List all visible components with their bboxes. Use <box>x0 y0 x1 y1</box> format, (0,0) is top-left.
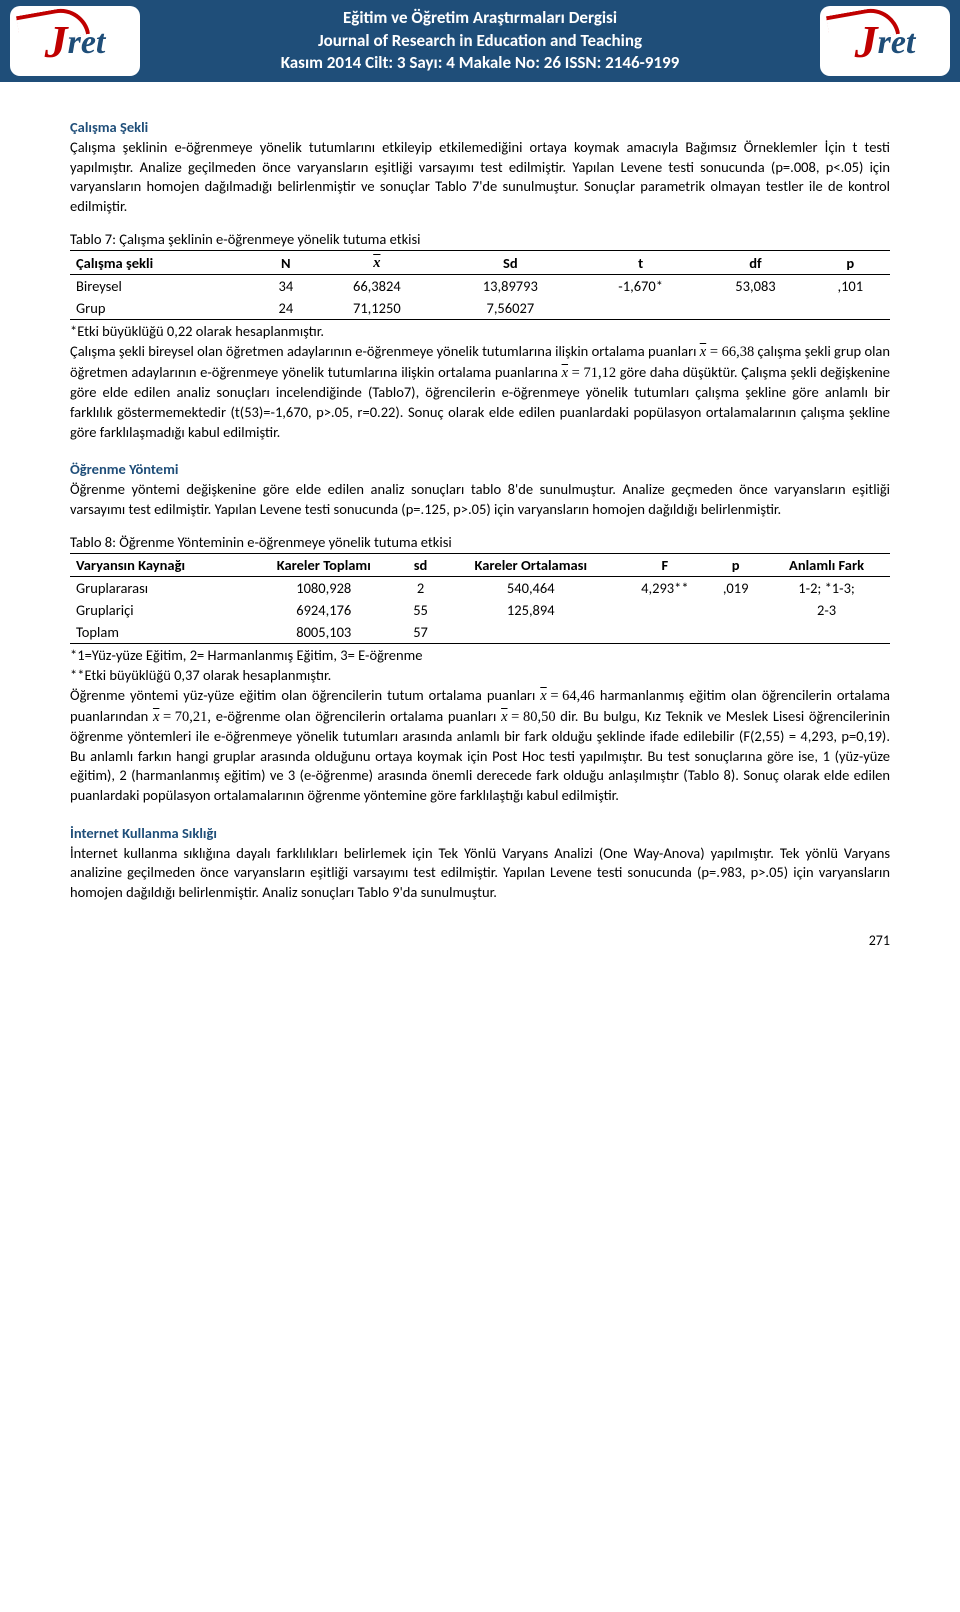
col-header: Kareler Ortalaması <box>440 554 622 577</box>
journal-header: Jret Eğitim ve Öğretim Araştırmaları Der… <box>0 0 960 82</box>
journal-logo-right: Jret <box>820 6 950 76</box>
journal-title-tr: Eğitim ve Öğretim Araştırmaları Dergisi <box>152 7 808 30</box>
paragraph: Öğrenme yöntemi yüz-yüze eğitim olan öğr… <box>70 686 890 805</box>
cell: 53,083 <box>700 275 810 298</box>
cell: 34 <box>258 275 314 298</box>
col-header: Sd <box>440 251 581 275</box>
table7-caption: Tablo 7: Çalışma şeklinin e-öğrenmeye yö… <box>70 230 890 248</box>
cell: ,101 <box>811 275 890 298</box>
section-heading-internet-kullanma: İnternet Kullanma Sıklığı <box>70 824 890 842</box>
col-header: x <box>314 251 440 275</box>
cell: 8005,103 <box>246 621 401 644</box>
col-header: df <box>700 251 810 275</box>
cell: 4,293** <box>622 577 709 600</box>
table7: Çalışma şekli N x Sd t df p Bireysel 34 … <box>70 250 890 320</box>
cell: 6924,176 <box>246 599 401 621</box>
table8-footnote-1: *1=Yüz-yüze Eğitim, 2= Harmanlanmış Eğit… <box>70 646 890 664</box>
cell: 13,89793 <box>440 275 581 298</box>
table-row: Gruplariçi 6924,176 55 125,894 2-3 <box>70 599 890 621</box>
col-header: t <box>581 251 700 275</box>
journal-title-block: Eğitim ve Öğretim Araştırmaları Dergisi … <box>152 7 808 76</box>
table-row: Toplam 8005,103 57 <box>70 621 890 644</box>
page-number: 271 <box>70 932 890 949</box>
paragraph: İnternet kullanma sıklığına dayalı farkl… <box>70 844 890 903</box>
cell <box>763 621 890 644</box>
col-header: Varyansın Kaynağı <box>70 554 246 577</box>
col-header: p <box>811 251 890 275</box>
equation: x = 71,12 <box>562 364 617 384</box>
table8: Varyansın Kaynağı Kareler Toplamı sd Kar… <box>70 553 890 644</box>
cell: 7,56027 <box>440 297 581 320</box>
cell: 2 <box>401 577 440 600</box>
cell <box>622 599 709 621</box>
cell: 1-2; *1-3; <box>763 577 890 600</box>
page-body: Çalışma Şekli Çalışma şeklinin e-öğrenme… <box>0 82 960 989</box>
cell <box>622 621 709 644</box>
equation: x = 80,50 <box>501 708 556 728</box>
equation: x = 64,46 <box>540 687 595 707</box>
text-run: Çalışma şekli bireysel olan öğretmen ada… <box>70 342 700 360</box>
table-row: Bireysel 34 66,3824 13,89793 -1,670* 53,… <box>70 275 890 298</box>
cell: -1,670* <box>581 275 700 298</box>
cell: Gruplariçi <box>70 599 246 621</box>
cell: 71,1250 <box>314 297 440 320</box>
col-header: sd <box>401 554 440 577</box>
cell: 1080,928 <box>246 577 401 600</box>
cell: Toplam <box>70 621 246 644</box>
cell: 125,894 <box>440 599 622 621</box>
table-header-row: Çalışma şekli N x Sd t df p <box>70 251 890 275</box>
cell <box>811 297 890 320</box>
section-heading-calisma-sekli: Çalışma Şekli <box>70 118 890 136</box>
journal-issue-line: Kasım 2014 Cilt: 3 Sayı: 4 Makale No: 26… <box>152 52 808 75</box>
table8-footnote-2: **Etki büyüklüğü 0,37 olarak hesaplanmış… <box>70 666 890 684</box>
cell: 66,3824 <box>314 275 440 298</box>
journal-logo-left: Jret <box>10 6 140 76</box>
paragraph: Çalışma şeklinin e-öğrenmeye yönelik tut… <box>70 138 890 216</box>
col-header: p <box>708 554 763 577</box>
cell: 55 <box>401 599 440 621</box>
cell: Bireysel <box>70 275 258 298</box>
cell: 540,464 <box>440 577 622 600</box>
col-header: N <box>258 251 314 275</box>
cell: 24 <box>258 297 314 320</box>
text-run: e-öğrenme olan öğrencilerin ortalama pua… <box>216 707 501 725</box>
equation: x = 70,21, <box>153 708 211 728</box>
cell <box>708 599 763 621</box>
equation: x = 66,38 <box>700 343 755 363</box>
journal-title-en: Journal of Research in Education and Tea… <box>152 30 808 53</box>
cell: 2-3 <box>763 599 890 621</box>
cell <box>708 621 763 644</box>
cell: 57 <box>401 621 440 644</box>
cell <box>440 621 622 644</box>
cell <box>700 297 810 320</box>
table-row: Grup 24 71,1250 7,56027 <box>70 297 890 320</box>
table8-caption: Tablo 8: Öğrenme Yönteminin e-öğrenmeye … <box>70 533 890 551</box>
cell: ,019 <box>708 577 763 600</box>
cell: Gruplararası <box>70 577 246 600</box>
cell <box>581 297 700 320</box>
col-header: Kareler Toplamı <box>246 554 401 577</box>
col-header: F <box>622 554 709 577</box>
table-header-row: Varyansın Kaynağı Kareler Toplamı sd Kar… <box>70 554 890 577</box>
table-row: Gruplararası 1080,928 2 540,464 4,293** … <box>70 577 890 600</box>
section-heading-ogrenme-yontemi: Öğrenme Yöntemi <box>70 460 890 478</box>
col-header: Çalışma şekli <box>70 251 258 275</box>
table7-footnote: *Etki büyüklüğü 0,22 olarak hesaplanmışt… <box>70 322 890 340</box>
paragraph: Öğrenme yöntemi değişkenine göre elde ed… <box>70 480 890 519</box>
page: Jret Eğitim ve Öğretim Araştırmaları Der… <box>0 0 960 989</box>
col-header: Anlamlı Fark <box>763 554 890 577</box>
text-run: Öğrenme yöntemi yüz-yüze eğitim olan öğr… <box>70 686 540 704</box>
paragraph: Çalışma şekli bireysel olan öğretmen ada… <box>70 342 890 442</box>
cell: Grup <box>70 297 258 320</box>
